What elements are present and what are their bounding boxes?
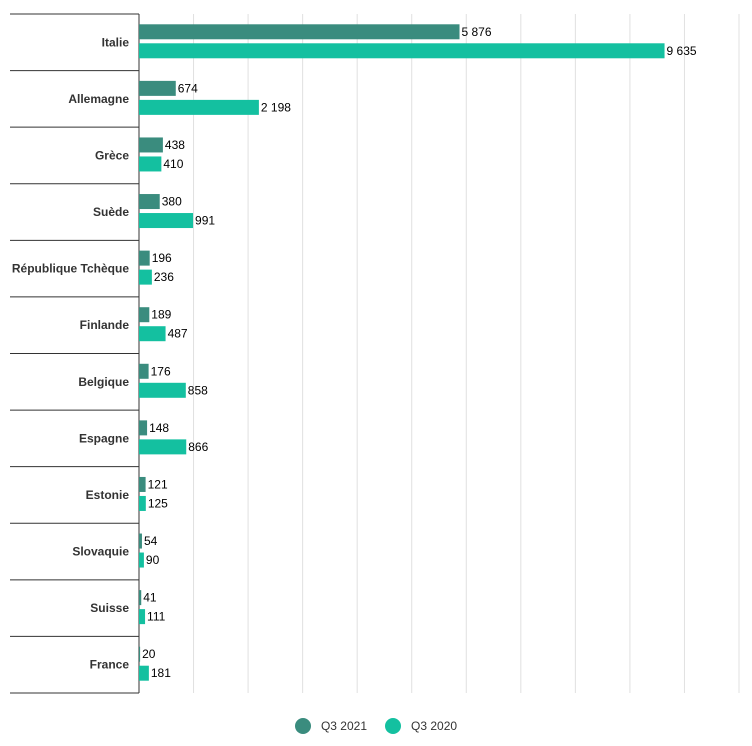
bar [139, 646, 141, 662]
bar [139, 269, 152, 285]
bar [139, 156, 162, 172]
data-label: 196 [152, 251, 172, 265]
data-label: 380 [162, 195, 182, 209]
bar [139, 590, 142, 606]
data-label: 176 [151, 364, 171, 378]
data-label: 5 876 [462, 25, 492, 39]
bar [139, 250, 150, 266]
category-label: Grèce [95, 148, 129, 162]
legend-item-q3-2020[interactable]: Q3 2020 [385, 718, 457, 734]
data-label: 487 [168, 327, 188, 341]
data-label: 41 [143, 591, 157, 605]
legend-label-q3-2021: Q3 2021 [320, 719, 367, 733]
bar [139, 80, 176, 96]
category-label: Belgique [78, 375, 129, 389]
data-label: 9 635 [667, 44, 697, 58]
category-label: Italie [102, 35, 130, 49]
data-label: 181 [151, 666, 171, 680]
bar [139, 609, 146, 625]
bar [139, 552, 144, 568]
category-label: Espagne [79, 431, 129, 445]
bar [139, 43, 665, 59]
legend-label-q3-2020: Q3 2020 [411, 719, 458, 733]
data-label: 90 [146, 553, 160, 567]
data-label: 858 [188, 383, 208, 397]
bar [139, 382, 186, 398]
bar [139, 326, 166, 342]
legend: Q3 2021 Q3 2020 [0, 718, 752, 734]
category-label: Slovaquie [72, 545, 129, 559]
bar [139, 439, 187, 455]
data-label: 125 [148, 496, 168, 510]
category-label: Estonie [86, 488, 130, 502]
legend-item-q3-2021[interactable]: Q3 2021 [294, 718, 367, 734]
bar [139, 194, 160, 210]
data-label: 121 [148, 477, 168, 491]
bar [139, 533, 142, 549]
category-label: Allemagne [68, 92, 129, 106]
bar [139, 495, 146, 511]
data-label: 674 [178, 81, 198, 95]
data-label: 236 [154, 270, 174, 284]
bar [139, 476, 146, 492]
category-label: Finlande [80, 318, 130, 332]
bar [139, 99, 259, 115]
data-label: 148 [149, 421, 169, 435]
data-label: 20 [142, 647, 156, 661]
bar [139, 137, 163, 153]
data-label: 2 198 [261, 100, 291, 114]
legend-marker-q3-2020 [385, 718, 401, 734]
data-label: 410 [163, 157, 183, 171]
data-label: 866 [188, 440, 208, 454]
data-label: 111 [147, 610, 166, 624]
bar [139, 307, 150, 323]
category-label: Suisse [90, 601, 129, 615]
data-label: 189 [151, 308, 171, 322]
bar [139, 363, 149, 379]
data-label: 438 [165, 138, 185, 152]
data-label: 991 [195, 214, 215, 228]
category-label: France [90, 658, 130, 672]
bar [139, 213, 194, 229]
category-label: Suède [93, 205, 129, 219]
legend-marker-q3-2021 [294, 718, 311, 734]
category-label: République Tchèque [12, 262, 129, 276]
bar [139, 420, 148, 436]
bar [139, 24, 460, 40]
bar [139, 665, 149, 681]
data-label: 54 [144, 534, 158, 548]
